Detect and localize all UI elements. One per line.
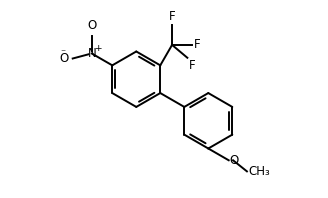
Text: O: O	[230, 154, 239, 167]
Text: ⁻: ⁻	[60, 48, 66, 58]
Text: O: O	[59, 52, 68, 65]
Text: F: F	[169, 10, 175, 23]
Text: +: +	[94, 44, 101, 52]
Text: F: F	[189, 59, 195, 72]
Text: N: N	[88, 47, 96, 60]
Text: F: F	[194, 38, 200, 51]
Text: O: O	[87, 19, 96, 32]
Text: CH₃: CH₃	[248, 165, 270, 178]
